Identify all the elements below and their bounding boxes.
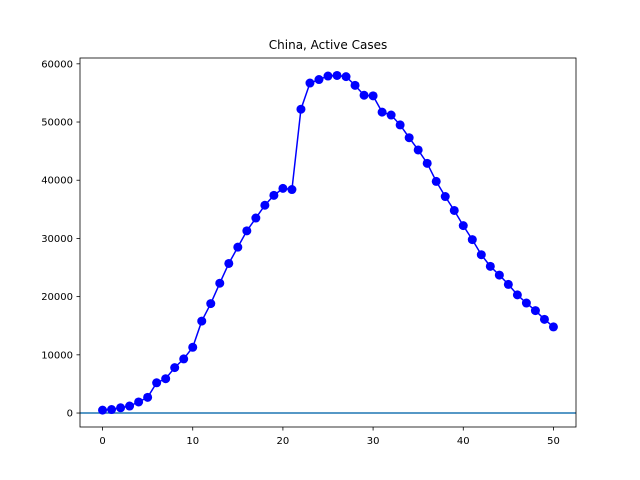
data-point bbox=[359, 90, 369, 100]
data-point bbox=[269, 190, 279, 200]
x-tick-label: 0 bbox=[99, 436, 105, 447]
data-point bbox=[233, 242, 243, 252]
data-point bbox=[440, 192, 450, 202]
data-point bbox=[521, 298, 531, 308]
data-point bbox=[368, 91, 378, 101]
data-point bbox=[152, 378, 162, 388]
series-layer bbox=[98, 70, 558, 415]
data-point bbox=[341, 72, 351, 82]
data-point bbox=[197, 316, 207, 326]
y-tick-label: 50000 bbox=[41, 118, 73, 129]
data-point bbox=[404, 133, 414, 143]
data-point bbox=[431, 176, 441, 186]
data-point bbox=[332, 70, 342, 80]
data-point bbox=[260, 200, 270, 210]
y-tick-label: 10000 bbox=[41, 350, 73, 361]
x-axis: 0 10 20 30 40 50 bbox=[99, 427, 560, 447]
data-point bbox=[422, 158, 432, 168]
data-point bbox=[143, 392, 153, 402]
data-point bbox=[539, 314, 549, 324]
x-tick-label: 30 bbox=[367, 436, 380, 447]
y-tick-label: 30000 bbox=[41, 234, 73, 245]
data-point bbox=[467, 235, 477, 245]
data-point bbox=[485, 261, 495, 271]
x-tick-label: 40 bbox=[457, 436, 470, 447]
plot-area-frame bbox=[79, 57, 577, 428]
y-tick-label: 0 bbox=[67, 409, 73, 420]
data-point bbox=[476, 250, 486, 260]
data-point bbox=[287, 185, 297, 195]
y-tick-label: 40000 bbox=[41, 176, 73, 187]
data-point bbox=[305, 78, 315, 88]
data-point bbox=[548, 322, 558, 332]
x-tick-label: 50 bbox=[547, 436, 560, 447]
data-point bbox=[134, 397, 144, 407]
data-point bbox=[98, 405, 108, 415]
chart-title: China, Active Cases bbox=[269, 38, 387, 52]
data-point bbox=[512, 290, 522, 300]
data-point bbox=[206, 299, 216, 309]
data-point bbox=[278, 183, 288, 193]
data-point bbox=[125, 401, 135, 411]
x-tick-label: 20 bbox=[277, 436, 290, 447]
data-point bbox=[296, 104, 306, 114]
data-point bbox=[161, 374, 171, 384]
data-point bbox=[377, 107, 387, 117]
data-point bbox=[458, 221, 468, 231]
y-tick-label: 20000 bbox=[41, 292, 73, 303]
data-point bbox=[170, 363, 180, 373]
data-point bbox=[386, 110, 396, 120]
y-tick-label: 60000 bbox=[41, 59, 73, 70]
data-point bbox=[350, 80, 360, 90]
data-point bbox=[494, 270, 504, 280]
y-axis: 0 10000 20000 30000 40000 50000 60000 bbox=[41, 59, 80, 420]
data-point bbox=[530, 306, 540, 316]
x-tick-label: 10 bbox=[186, 436, 199, 447]
data-point bbox=[314, 75, 324, 85]
data-point bbox=[107, 405, 117, 415]
data-point bbox=[224, 258, 234, 268]
data-point bbox=[116, 403, 126, 413]
data-point bbox=[251, 213, 261, 223]
data-point bbox=[323, 71, 333, 81]
data-point bbox=[215, 278, 225, 288]
data-point bbox=[242, 226, 252, 236]
data-point bbox=[503, 279, 513, 289]
data-point bbox=[179, 354, 189, 364]
data-point bbox=[413, 145, 423, 155]
data-point bbox=[188, 342, 198, 352]
data-point bbox=[449, 205, 459, 215]
data-point bbox=[395, 120, 405, 130]
